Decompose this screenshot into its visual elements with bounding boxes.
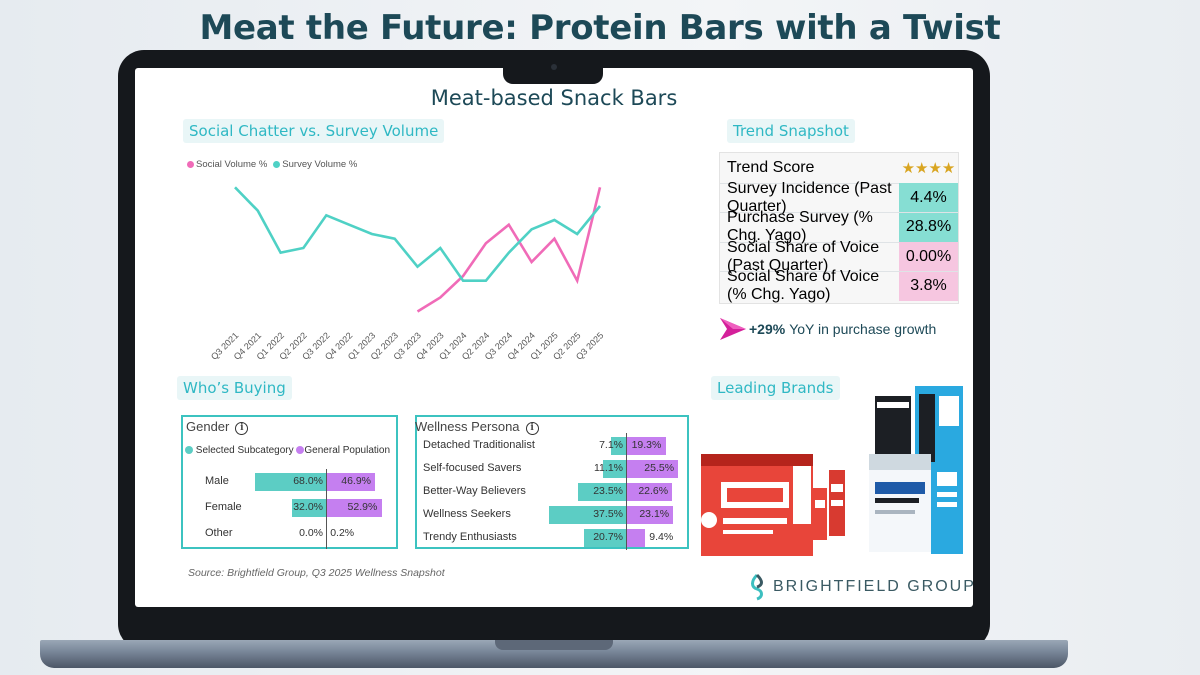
bar-row-label: Male bbox=[205, 475, 229, 487]
legend-survey: Survey Volume % bbox=[273, 159, 357, 170]
snapshot-row-value: 3.8% bbox=[899, 271, 958, 301]
bar-value-selected: 68.0% bbox=[293, 475, 323, 487]
page-title: Meat the Future: Protein Bars with a Twi… bbox=[199, 8, 1001, 48]
bar-row-label: Wellness Seekers bbox=[423, 508, 511, 520]
growth-value: +29% bbox=[749, 321, 786, 337]
series-line-social bbox=[416, 186, 602, 313]
chart-legend: Social Volume % Survey Volume % bbox=[187, 159, 357, 170]
bar-value-general: 19.3% bbox=[631, 439, 662, 451]
bar-value-selected: 32.0% bbox=[293, 501, 323, 513]
brightfield-logo: BRIGHTFIELD GROUP bbox=[747, 573, 973, 601]
bar-selected bbox=[611, 437, 626, 455]
bar-general bbox=[326, 499, 382, 517]
bar-general bbox=[626, 437, 666, 455]
series-line-survey bbox=[234, 186, 602, 282]
bar-row-label: Female bbox=[205, 501, 242, 513]
screen-title: Meat-based Snack Bars bbox=[430, 86, 678, 110]
bar-value-general: 52.9% bbox=[347, 501, 378, 513]
trend-snapshot-table: Trend Score ★★★★ Survey Incidence (Past … bbox=[719, 152, 959, 304]
snapshot-row-label: Social Share of Voice (% Chg. Yago) bbox=[727, 268, 880, 304]
legend-dot bbox=[185, 446, 193, 454]
bar-selected bbox=[254, 473, 326, 491]
gender-title-text: Gender bbox=[186, 419, 230, 434]
legend-social: Social Volume % bbox=[187, 159, 267, 170]
camera-dot bbox=[551, 64, 557, 70]
bar-axis bbox=[626, 433, 627, 550]
bar-value-general: 9.4% bbox=[649, 531, 674, 543]
info-icon[interactable]: i bbox=[235, 422, 249, 435]
trend-score-label: Trend Score bbox=[727, 158, 815, 176]
trend-score-row: Trend Score ★★★★ bbox=[720, 153, 958, 183]
bar-general bbox=[626, 529, 646, 547]
trend-score-stars: ★★★★ bbox=[901, 159, 956, 177]
bar-selected bbox=[603, 460, 626, 478]
snapshot-row: Survey Incidence (Past Quarter) 4.4% bbox=[720, 179, 958, 215]
bar-row-label: Better-Way Believers bbox=[423, 485, 526, 497]
snapshot-row-value: 28.8% bbox=[899, 212, 958, 242]
legend-dot bbox=[296, 446, 305, 454]
chomps-product-image bbox=[701, 454, 845, 556]
bar-value-general: 0.2% bbox=[330, 527, 355, 539]
legend-social-label: Social Volume % bbox=[196, 159, 268, 170]
bar-value-selected: 20.7% bbox=[593, 531, 623, 543]
bar-value-general: 22.6% bbox=[638, 485, 669, 497]
snapshot-row-label: Purchase Survey (% Chg. Yago) bbox=[727, 209, 873, 245]
bar-general bbox=[626, 506, 674, 524]
snapshot-row-label: Survey Incidence (Past Quarter) bbox=[727, 179, 892, 215]
snapshot-row: Social Share of Voice (Past Quarter) 0.0… bbox=[720, 238, 958, 274]
chevron-right-icon bbox=[720, 318, 746, 340]
bar-row-label: Self-focused Savers bbox=[423, 462, 522, 474]
info-icon[interactable]: i bbox=[525, 422, 539, 435]
bar-general bbox=[626, 460, 679, 478]
section-snapshot-title: Trend Snapshot bbox=[727, 119, 855, 143]
gender-legend-b: General Population bbox=[304, 445, 391, 456]
laptop-base-notch bbox=[495, 640, 613, 650]
source-note: Source: Brightfield Group, Q3 2025 Welln… bbox=[188, 567, 445, 579]
bar-value-selected: 37.5% bbox=[593, 508, 623, 520]
bar-general bbox=[626, 483, 673, 501]
bar-value-selected: 7.1% bbox=[599, 439, 623, 451]
snapshot-row: Purchase Survey (% Chg. Yago) 28.8% bbox=[720, 209, 958, 245]
bar-row-label: Detached Traditionalist bbox=[423, 439, 535, 451]
brightfield-logo-text: BRIGHTFIELD GROUP bbox=[773, 578, 973, 595]
snapshot-row-value: 4.4% bbox=[899, 183, 958, 213]
bar-value-general: 25.5% bbox=[644, 462, 675, 474]
1stphorm-product-image bbox=[869, 386, 963, 554]
gender-title: Gender i bbox=[186, 419, 249, 435]
section-chatter-title: Social Chatter vs. Survey Volume bbox=[183, 119, 445, 143]
legend-social-dot bbox=[187, 160, 194, 168]
snapshot-row-value: 0.00% bbox=[899, 242, 958, 272]
bar-value-selected: 11.1% bbox=[594, 462, 623, 474]
section-brands-title: Leading Brands bbox=[711, 376, 840, 400]
growth-text: YoY in purchase growth bbox=[789, 321, 937, 337]
bar-selected bbox=[549, 506, 626, 524]
legend-survey-dot bbox=[273, 160, 281, 168]
bar-selected bbox=[577, 483, 626, 501]
gender-legend-a: Selected Subcategory bbox=[195, 445, 294, 456]
wellness-panel: Wellness Persona i Detached Traditionalis… bbox=[415, 415, 689, 550]
section-buying-title: Who’s Buying bbox=[177, 376, 292, 400]
bar-row-label: Trendy Enthusiasts bbox=[423, 531, 517, 543]
bar-value-selected: 23.5% bbox=[593, 485, 623, 497]
gender-panel: Gender i Selected Subcategory General Pop… bbox=[181, 415, 398, 549]
bar-value-general: 46.9% bbox=[341, 475, 372, 487]
bar-general bbox=[326, 473, 376, 491]
wellness-title-text: Wellness Persona bbox=[415, 419, 520, 434]
bar-row-label: Other bbox=[205, 527, 233, 539]
snapshot-row: Social Share of Voice (% Chg. Yago) 3.8% bbox=[720, 268, 958, 304]
laptop-screen: Meat-based Snack Bars Social Chatter vs.… bbox=[135, 68, 973, 607]
bar-selected bbox=[583, 529, 626, 547]
bar-axis bbox=[326, 469, 327, 549]
legend-survey-label: Survey Volume % bbox=[282, 159, 358, 170]
gender-legend: Selected Subcategory General Population bbox=[185, 445, 390, 456]
growth-callout: +29% YoY in purchase growth bbox=[720, 318, 936, 340]
brightfield-logo-icon bbox=[751, 573, 763, 601]
bar-selected bbox=[292, 499, 326, 517]
bar-value-general: 23.1% bbox=[639, 508, 670, 520]
wellness-title: Wellness Persona i bbox=[415, 419, 539, 435]
bar-value-selected: 0.0% bbox=[299, 527, 323, 539]
snapshot-row-label: Social Share of Voice (Past Quarter) bbox=[727, 238, 880, 274]
